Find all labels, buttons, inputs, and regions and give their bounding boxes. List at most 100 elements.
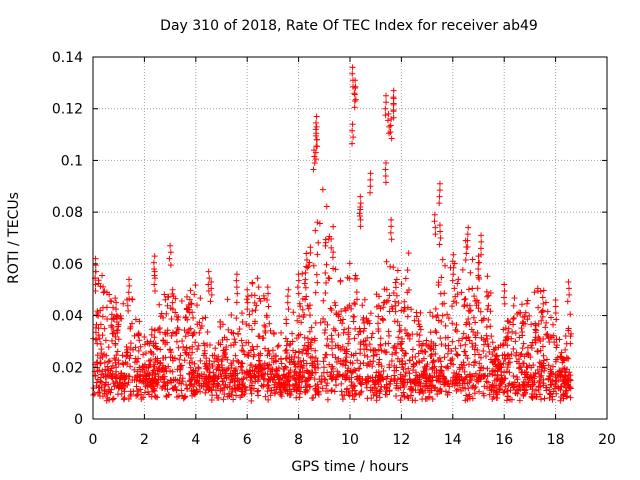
data-point xyxy=(278,360,285,367)
data-point xyxy=(464,231,471,238)
data-point xyxy=(402,360,409,367)
data-point xyxy=(103,397,110,404)
data-point xyxy=(472,370,479,377)
data-point xyxy=(127,324,134,331)
data-point xyxy=(436,193,443,200)
data-point xyxy=(357,223,364,230)
data-point xyxy=(244,299,251,306)
y-tick-label: 0.08 xyxy=(52,205,83,221)
data-point xyxy=(486,391,493,398)
data-point xyxy=(382,112,389,119)
data-point xyxy=(432,224,439,231)
data-point xyxy=(309,353,316,360)
data-point xyxy=(248,362,255,369)
data-point xyxy=(186,360,193,367)
data-point xyxy=(441,290,448,297)
data-point xyxy=(311,335,318,342)
data-point xyxy=(478,251,485,258)
data-point xyxy=(238,360,245,367)
data-point xyxy=(108,373,115,380)
data-point xyxy=(208,380,215,387)
data-point xyxy=(452,345,459,352)
data-point xyxy=(174,316,181,323)
data-point xyxy=(296,313,303,320)
data-point xyxy=(519,345,526,352)
data-point xyxy=(165,392,172,399)
data-point xyxy=(357,216,364,223)
data-point xyxy=(298,361,305,368)
data-point xyxy=(462,397,469,404)
data-point xyxy=(167,242,174,249)
data-point xyxy=(406,376,413,383)
data-point xyxy=(302,269,309,276)
data-point xyxy=(265,347,272,354)
data-point xyxy=(437,228,444,235)
data-point xyxy=(380,304,387,311)
data-point xyxy=(282,364,289,371)
data-point xyxy=(113,313,120,320)
data-point xyxy=(513,373,520,380)
data-point xyxy=(557,372,564,379)
data-point xyxy=(189,332,196,339)
data-point xyxy=(556,336,563,343)
data-point xyxy=(367,384,374,391)
data-point xyxy=(529,391,536,398)
data-point xyxy=(377,386,384,393)
data-point xyxy=(327,305,334,312)
data-point xyxy=(324,396,331,403)
data-point xyxy=(500,389,507,396)
data-point xyxy=(255,387,262,394)
data-point xyxy=(156,301,163,308)
data-point xyxy=(428,351,435,358)
data-point xyxy=(350,134,357,141)
data-point xyxy=(472,334,479,341)
data-point xyxy=(126,282,133,289)
data-point xyxy=(392,302,399,309)
data-point xyxy=(233,392,240,399)
data-point xyxy=(321,364,328,371)
data-point xyxy=(276,380,283,387)
data-point xyxy=(328,345,335,352)
data-point xyxy=(275,342,282,349)
data-point xyxy=(164,386,171,393)
data-point xyxy=(302,276,309,283)
data-point xyxy=(211,358,218,365)
data-point xyxy=(384,384,391,391)
data-point xyxy=(214,356,221,363)
data-point xyxy=(393,382,400,389)
data-point xyxy=(352,85,359,92)
data-point xyxy=(388,223,395,230)
data-point xyxy=(348,305,355,312)
data-point xyxy=(206,372,213,379)
data-point xyxy=(530,362,537,369)
data-point xyxy=(516,334,523,341)
data-point xyxy=(159,384,166,391)
data-point xyxy=(402,326,409,333)
data-point xyxy=(313,271,320,278)
data-point xyxy=(562,377,569,384)
data-point xyxy=(475,253,482,260)
data-point xyxy=(249,279,256,286)
data-point xyxy=(123,343,130,350)
data-point xyxy=(113,368,120,375)
data-point xyxy=(491,346,498,353)
data-point xyxy=(331,299,338,306)
data-point xyxy=(508,351,515,358)
data-point xyxy=(427,373,434,380)
data-point xyxy=(198,323,205,330)
data-point xyxy=(417,326,424,333)
data-point xyxy=(416,389,423,396)
y-tick-label: 0.12 xyxy=(52,102,83,118)
data-point xyxy=(504,352,511,359)
data-point xyxy=(191,291,198,298)
data-point xyxy=(357,203,364,210)
data-point xyxy=(146,382,153,389)
data-point xyxy=(334,342,341,349)
data-point xyxy=(98,350,105,357)
data-point xyxy=(119,352,126,359)
x-tick-label: 2 xyxy=(140,432,149,448)
data-point xyxy=(186,309,193,316)
data-point xyxy=(436,354,443,361)
data-point xyxy=(375,328,382,335)
x-tick-label: 0 xyxy=(89,432,98,448)
